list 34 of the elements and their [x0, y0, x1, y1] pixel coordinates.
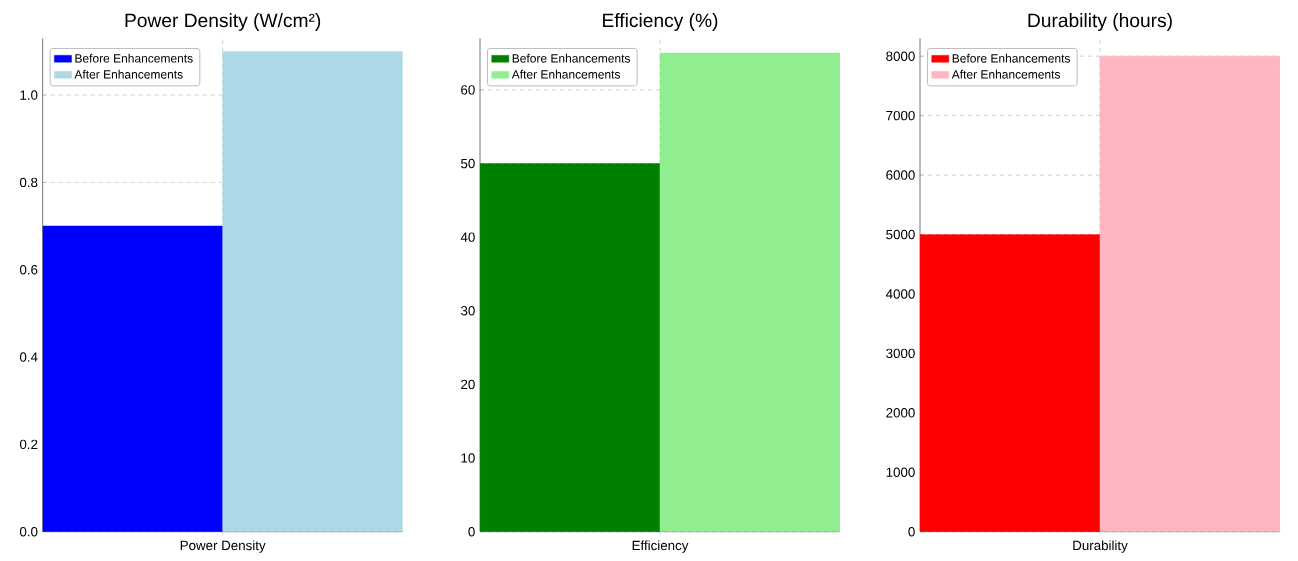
- y-tick-label: 20: [461, 379, 475, 390]
- y-tick-label: 6000: [886, 170, 915, 180]
- y-tick-label: 5000: [886, 229, 915, 240]
- legend-label: Before Enhancements: [512, 53, 631, 63]
- y-tick-label: 0.0: [19, 526, 38, 537]
- y-tick-label: 0: [908, 526, 915, 537]
- chart-title: Power Density (W/cm²): [125, 13, 321, 31]
- legend-label: After Enhancements: [74, 69, 183, 79]
- y-tick-label: 0.8: [19, 177, 38, 188]
- y-tick-label: 0.2: [19, 439, 38, 450]
- y-tick-label: 0.4: [19, 352, 38, 362]
- y-tick-label: 10: [461, 453, 475, 463]
- y-tick-label: 3000: [886, 348, 915, 359]
- x-tick-label: Power Density: [180, 540, 266, 553]
- y-tick-label: 8000: [886, 51, 915, 61]
- y-tick-label: 0.6: [19, 265, 38, 275]
- x-tick-label: Durability: [1073, 540, 1128, 553]
- y-tick-label: 4000: [885, 289, 915, 299]
- y-tick-label: 60: [461, 85, 475, 95]
- y-tick-label: 2000: [886, 408, 915, 418]
- y-tick-label: 40: [460, 232, 475, 242]
- legend-label: After Enhancements: [511, 69, 621, 79]
- y-tick-label: 30: [460, 306, 475, 316]
- y-tick-label: 1.0: [20, 90, 38, 100]
- chart-title: Durability (hours): [1028, 13, 1172, 31]
- x-tick-label: Efficiency: [632, 540, 689, 553]
- legend-label: After Enhancements: [951, 69, 1061, 79]
- legend-label: Before Enhancements: [75, 53, 193, 63]
- y-tick-label: 7000: [886, 110, 915, 121]
- legend-label: Before Enhancements: [952, 53, 1071, 63]
- y-tick-label: 50: [461, 158, 475, 169]
- y-tick-label: 0: [468, 526, 475, 537]
- y-tick-label: 1000: [886, 467, 915, 477]
- chart-title: Efficiency (%): [603, 13, 718, 31]
